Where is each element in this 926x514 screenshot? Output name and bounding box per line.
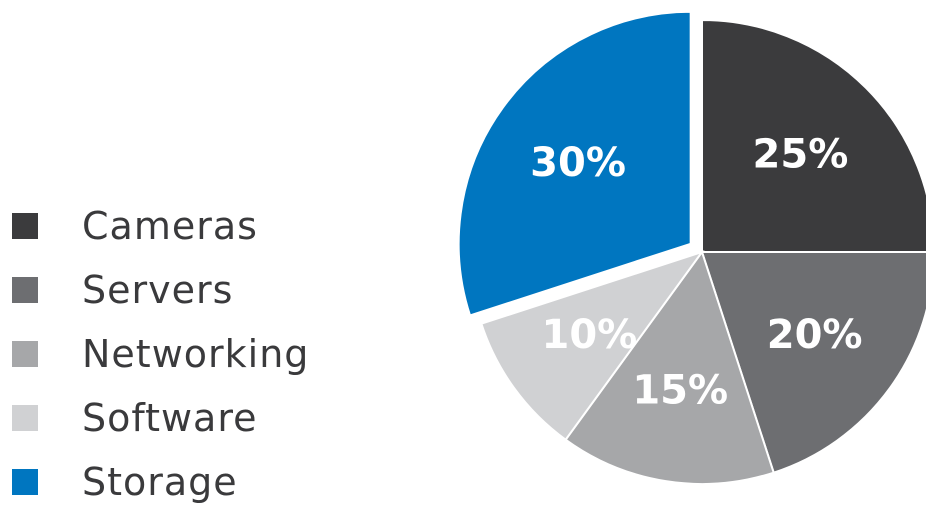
pie-slice-servers xyxy=(700,251,926,474)
slice-label-cameras: 25% xyxy=(753,132,849,178)
legend-swatch-cameras xyxy=(12,213,38,239)
slice-label-servers: 20% xyxy=(767,312,863,358)
legend-swatch-networking xyxy=(12,341,38,367)
pie-slice-networking xyxy=(564,249,775,485)
legend-item-software: Software xyxy=(12,386,309,450)
pie-chart: 25% 20% 15% 10% 30% xyxy=(457,10,926,485)
legend-label-servers: Servers xyxy=(82,268,234,312)
pie-slice-software xyxy=(480,250,705,442)
pie-slice-cameras xyxy=(701,18,926,253)
legend-label-cameras: Cameras xyxy=(82,204,258,248)
slice-label-networking: 15% xyxy=(632,367,728,413)
legend-label-networking: Networking xyxy=(82,332,310,376)
legend-item-networking: Networking xyxy=(12,322,309,386)
slice-label-software: 10% xyxy=(542,312,638,358)
legend-item-cameras: Cameras xyxy=(12,194,309,258)
slice-label-storage: 30% xyxy=(530,140,626,186)
legend-swatch-software xyxy=(12,405,38,431)
legend-swatch-servers xyxy=(12,277,38,303)
pie-slice-storage xyxy=(457,10,692,317)
legend-label-software: Software xyxy=(82,396,258,440)
legend-item-servers: Servers xyxy=(12,258,309,322)
